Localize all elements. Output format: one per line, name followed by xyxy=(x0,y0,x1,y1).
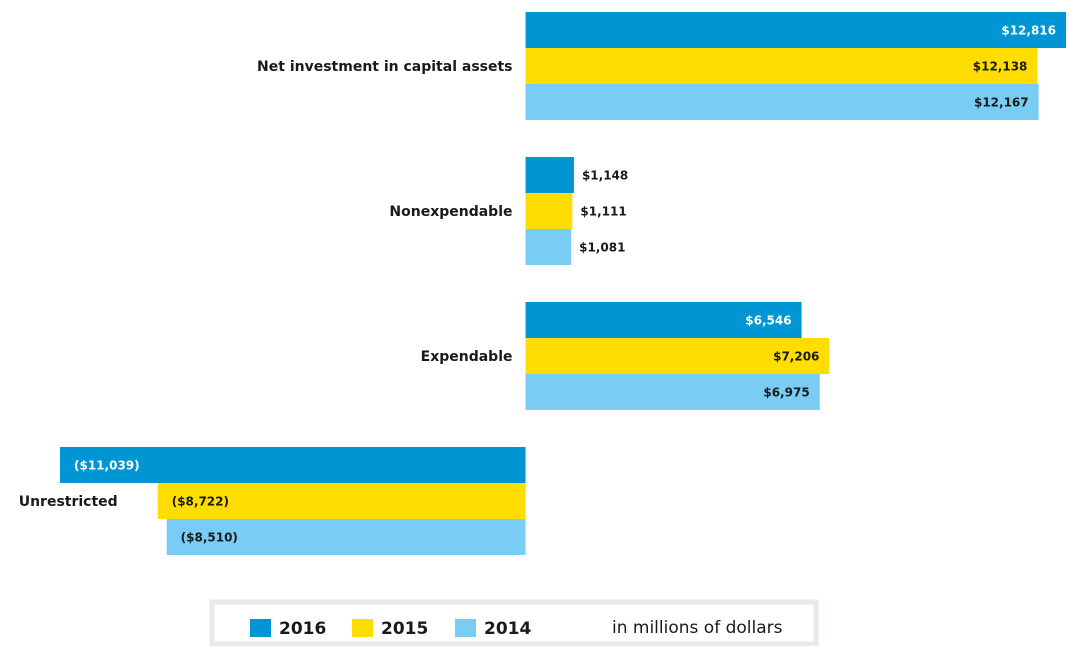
bar xyxy=(525,229,572,265)
bar xyxy=(525,302,802,338)
legend-swatch xyxy=(250,619,271,637)
category-label: Expendable xyxy=(421,349,513,365)
bar xyxy=(157,483,526,519)
value-label: $1,111 xyxy=(580,205,626,219)
value-label: $1,148 xyxy=(582,169,628,183)
note: in millions of dollars xyxy=(612,618,783,638)
bar xyxy=(525,157,574,193)
category-label: Net investment in capital assets xyxy=(257,59,512,75)
value-label: $12,816 xyxy=(1001,24,1056,38)
value-label: ($8,510) xyxy=(181,531,238,545)
value-label: $6,975 xyxy=(763,386,809,400)
bar xyxy=(166,519,526,555)
category-label: Nonexpendable xyxy=(389,204,512,220)
bar xyxy=(525,12,1066,48)
value-label: $12,167 xyxy=(974,96,1029,110)
legend-box xyxy=(209,599,819,646)
bar xyxy=(60,447,526,483)
value-label: $1,081 xyxy=(579,241,625,255)
bar xyxy=(525,84,1039,120)
value-label: $6,546 xyxy=(745,314,791,328)
legend-swatch xyxy=(455,619,476,637)
legend-label: 2016 xyxy=(279,619,326,639)
value-label: $12,138 xyxy=(973,60,1028,74)
legend-label: 2015 xyxy=(381,619,428,639)
value-label: ($8,722) xyxy=(172,495,229,509)
legend-swatch xyxy=(352,619,373,637)
bar xyxy=(525,193,573,229)
category-label: Unrestricted xyxy=(19,494,118,510)
bar xyxy=(525,374,820,410)
bar xyxy=(525,338,830,374)
value-label: $7,206 xyxy=(773,350,819,364)
legend-label: 2014 xyxy=(484,619,531,639)
value-label: ($11,039) xyxy=(74,459,140,473)
bar xyxy=(525,48,1038,84)
